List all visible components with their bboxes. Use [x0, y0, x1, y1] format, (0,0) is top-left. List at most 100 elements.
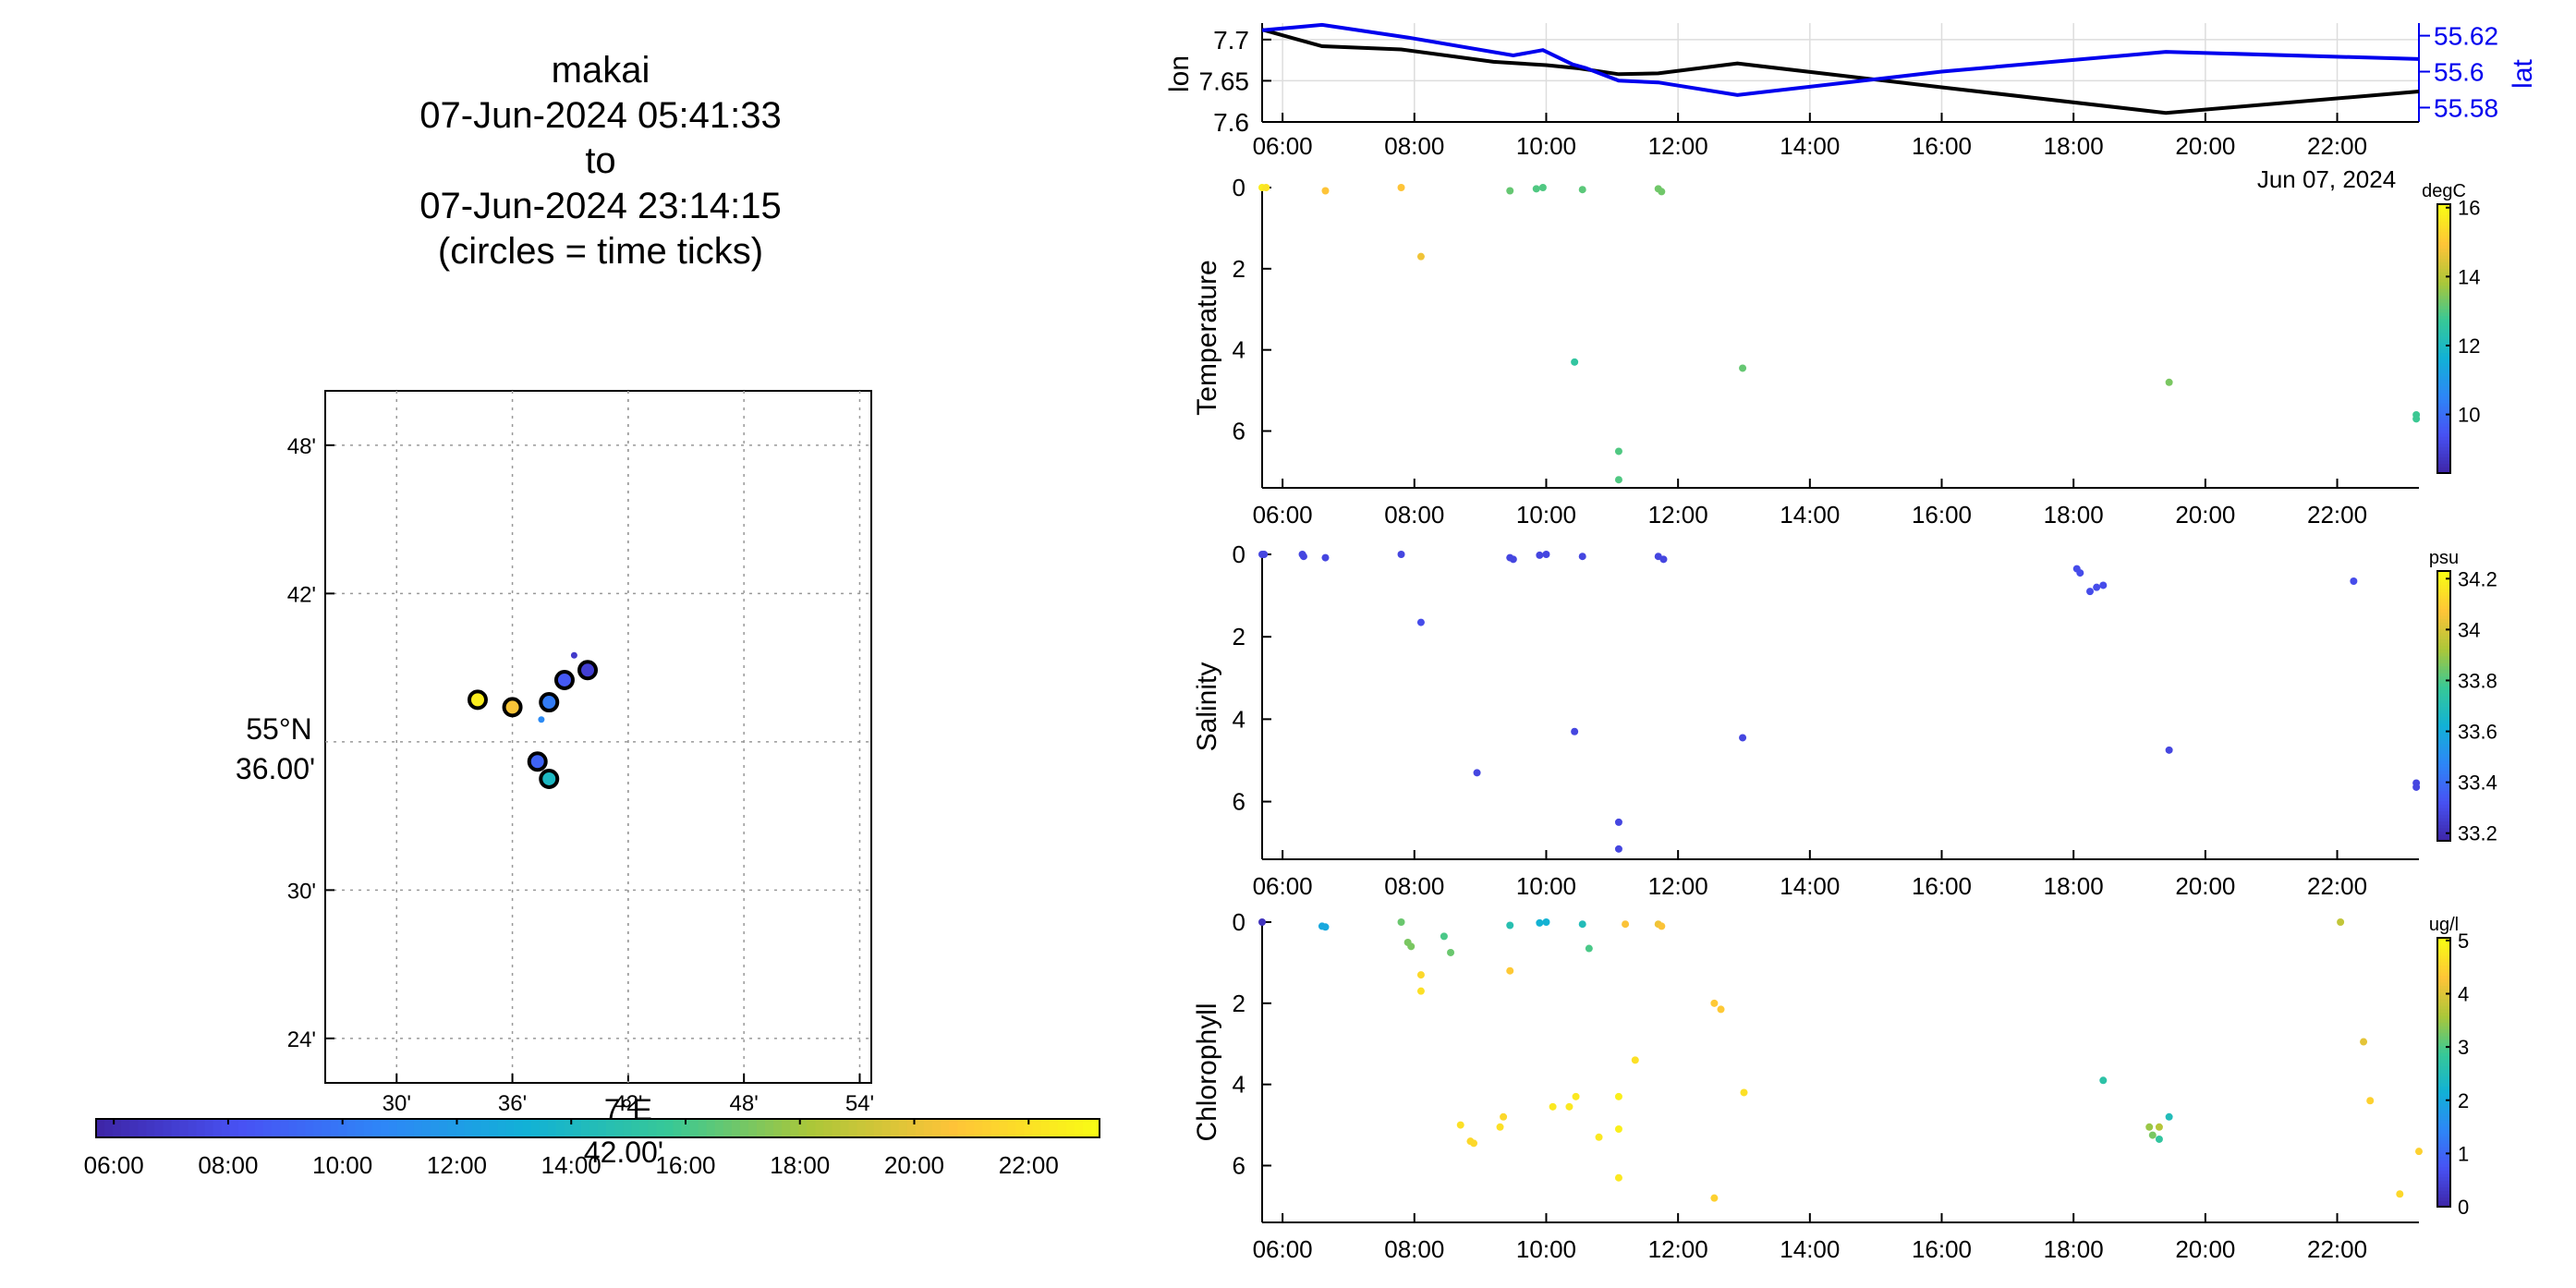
temperature-xtick-label: 10:00	[1516, 501, 1576, 529]
salinity-ylabel: Salinity	[1192, 662, 1222, 752]
temperature-ytick-label: 6	[1233, 418, 1245, 445]
chlorophyll-data-point	[2366, 1097, 2375, 1105]
salinity-data-point	[1578, 553, 1586, 561]
chlorophyll-colorbar-segment	[2437, 1068, 2450, 1074]
salinity-colorbar-segment	[2437, 776, 2450, 782]
temperature-colorbar-segment	[2437, 261, 2450, 266]
map-colorbar-segment	[1057, 1119, 1067, 1137]
salinity-colorbar-segment	[2437, 668, 2450, 674]
map-colorbar-segment	[698, 1119, 708, 1137]
salinity-colorbar-segment	[2437, 688, 2450, 694]
salinity-colorbar-segment	[2437, 675, 2450, 680]
temperature-ytick-label: 2	[1233, 255, 1245, 283]
chlorophyll-colorbar-segment	[2437, 1049, 2450, 1053]
salinity-colorbar-segment	[2437, 810, 2450, 815]
temperature-colorbar-unit: degC	[2422, 181, 2466, 201]
map-colorbar-tick-label: 16:00	[655, 1151, 715, 1179]
temperature-colorbar-segment	[2437, 308, 2450, 313]
salinity-colorbar-segment	[2437, 665, 2450, 670]
map-colorbar-segment	[731, 1119, 741, 1137]
chlorophyll-ylabel: Chlorophyll	[1192, 1002, 1222, 1141]
chlorophyll-data-point	[2337, 918, 2345, 926]
temperature-colorbar-segment	[2437, 234, 2450, 239]
temperature-colorbar-segment	[2437, 392, 2450, 397]
temperature-data-point	[2412, 415, 2421, 423]
salinity-colorbar-tick-label: 33.4	[2458, 772, 2497, 795]
chlorophyll-colorbar-segment	[2437, 1125, 2450, 1131]
salinity-colorbar-segment	[2437, 823, 2450, 829]
map-colorbar-segment	[121, 1119, 131, 1137]
chlorophyll-colorbar-segment	[2437, 1015, 2450, 1020]
salinity-colorbar-segment	[2437, 601, 2450, 606]
salinity-colorbar-segment	[2437, 625, 2450, 630]
temperature-colorbar-segment	[2437, 254, 2450, 260]
map-colorbar-segment	[865, 1119, 875, 1137]
temperature-xtick-label: 22:00	[2307, 501, 2367, 529]
temperature-colorbar-segment	[2437, 402, 2450, 407]
temperature-colorbar-segment	[2437, 295, 2450, 299]
chlorophyll-colorbar-segment	[2437, 1088, 2450, 1094]
map-track-point	[584, 666, 591, 674]
temperature-colorbar-tick-label: 12	[2458, 334, 2480, 358]
map-track-point	[474, 696, 481, 703]
chlorophyll-colorbar-tick-label: 3	[2458, 1036, 2469, 1059]
salinity-colorbar-tick-label: 33.6	[2458, 721, 2497, 744]
title-line-note: (circles = time ticks)	[437, 231, 764, 272]
temperature-data-point	[1571, 358, 1579, 366]
map-colorbar-segment	[823, 1119, 833, 1137]
salinity-colorbar-segment	[2437, 800, 2450, 805]
salinity-colorbar-segment	[2437, 590, 2450, 596]
salinity-colorbar-segment	[2437, 735, 2450, 741]
salinity-xtick-label: 22:00	[2307, 872, 2367, 900]
salinity-colorbar-segment	[2437, 780, 2450, 784]
temperature-colorbar-segment	[2437, 268, 2450, 273]
map-colorbar-segment	[949, 1119, 959, 1137]
map-colorbar-segment	[280, 1119, 290, 1137]
salinity-colorbar-segment	[2437, 739, 2450, 745]
map-colorbar-tick-label: 12:00	[427, 1151, 487, 1179]
salinity-data-point	[2076, 569, 2084, 577]
temperature-data-point	[1614, 447, 1622, 456]
map-colorbar-segment	[297, 1119, 307, 1137]
map-colorbar-segment	[898, 1119, 908, 1137]
map-xtick-label: 48'	[730, 1091, 759, 1116]
chlorophyll-colorbar-segment	[2437, 984, 2450, 990]
chlorophyll-colorbar-segment	[2437, 944, 2450, 949]
chlorophyll-colorbar-segment	[2437, 1115, 2450, 1121]
salinity-colorbar-segment	[2437, 759, 2450, 765]
temperature-colorbar-segment	[2437, 213, 2450, 219]
map-colorbar-tick-label: 06:00	[84, 1151, 144, 1179]
chlorophyll-colorbar-segment	[2437, 1041, 2450, 1047]
temperature-colorbar-segment	[2437, 264, 2450, 270]
map-colorbar-segment	[848, 1119, 858, 1137]
chlorophyll-colorbar-segment	[2437, 1123, 2450, 1127]
temperature-colorbar-segment	[2437, 365, 2450, 371]
temperature-xtick-label: 06:00	[1253, 501, 1313, 529]
salinity-colorbar-segment	[2437, 770, 2450, 774]
temperature-xtick-label: 08:00	[1384, 501, 1444, 529]
chlorophyll-data-point	[1456, 1121, 1464, 1129]
map-colorbar-segment	[773, 1119, 784, 1137]
map-ytick-label: 24'	[287, 1027, 316, 1052]
salinity-xtick-label: 10:00	[1516, 872, 1576, 900]
salinity-colorbar-segment	[2437, 719, 2450, 724]
map-colorbar-segment	[346, 1119, 357, 1137]
chlorophyll-colorbar-segment	[2437, 1099, 2450, 1104]
salinity-colorbar-segment	[2437, 790, 2450, 795]
map-colorbar-segment	[673, 1119, 683, 1137]
map-colorbar-segment	[656, 1119, 666, 1137]
track-ylabel-right: lat	[2508, 58, 2538, 88]
salinity-colorbar-segment	[2437, 753, 2450, 758]
map-colorbar-segment	[104, 1119, 115, 1137]
salinity-colorbar-segment	[2437, 621, 2450, 626]
temperature-colorbar-segment	[2437, 432, 2450, 437]
chlorophyll-data-point	[2360, 1038, 2368, 1046]
chlorophyll-xtick-label: 12:00	[1648, 1235, 1708, 1263]
map-colorbar-segment	[113, 1119, 123, 1137]
temperature-colorbar-segment	[2437, 285, 2450, 289]
salinity-colorbar-segment	[2437, 733, 2450, 737]
map-colorbar-segment	[129, 1119, 140, 1137]
chlorophyll-colorbar-tick-label: 2	[2458, 1089, 2469, 1112]
chlorophyll-xtick-label: 10:00	[1516, 1235, 1576, 1263]
temperature-data-point	[1532, 185, 1540, 193]
